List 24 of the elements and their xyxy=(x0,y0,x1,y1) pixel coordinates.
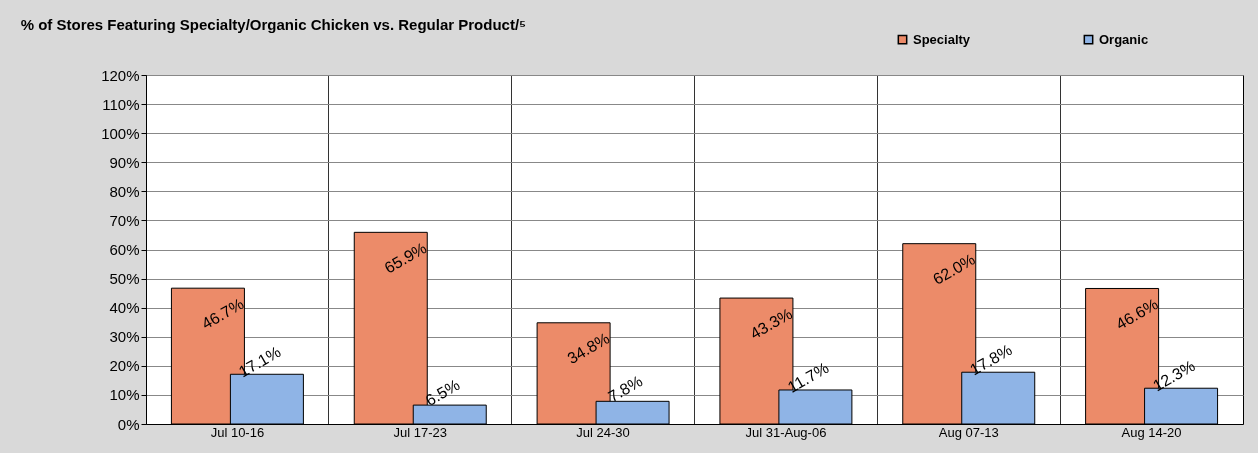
y-tick-label: 20% xyxy=(109,357,140,375)
x-tick-label: Aug 07-13 xyxy=(938,424,999,440)
y-tick-label: 30% xyxy=(109,328,140,346)
y-tick-label: 60% xyxy=(109,241,140,258)
y-tick-label: 90% xyxy=(109,153,140,171)
legend-label: Organic xyxy=(1099,31,1149,47)
x-tick-label: Jul 31-Aug-06 xyxy=(745,424,827,440)
y-tick-label: 120% xyxy=(101,66,140,84)
y-tick-label: 100% xyxy=(101,124,140,142)
y-tick-label: 80% xyxy=(109,182,140,200)
data-label: 7.8% xyxy=(605,372,646,406)
legend-label: Specialty xyxy=(913,31,971,47)
y-tick-label: 70% xyxy=(109,211,140,229)
x-tick-label: Jul 24-30 xyxy=(576,424,630,440)
y-tick-label: 40% xyxy=(109,299,140,317)
y-tick-label: 50% xyxy=(109,270,140,288)
x-tick-label: Jul 10-16 xyxy=(210,424,265,440)
x-tick-label: Jul 17-23 xyxy=(393,424,447,440)
y-tick-label: 10% xyxy=(109,386,140,404)
data-label: 6.5% xyxy=(422,376,463,410)
chart-title: % of Stores Featuring Specialty/Organic Chicken vs. Regular Product/⁵ xyxy=(20,16,527,33)
y-tick-label: 110% xyxy=(102,95,140,113)
x-tick-label: Aug 14-20 xyxy=(1121,424,1182,440)
y-tick-label: 0% xyxy=(117,415,140,433)
